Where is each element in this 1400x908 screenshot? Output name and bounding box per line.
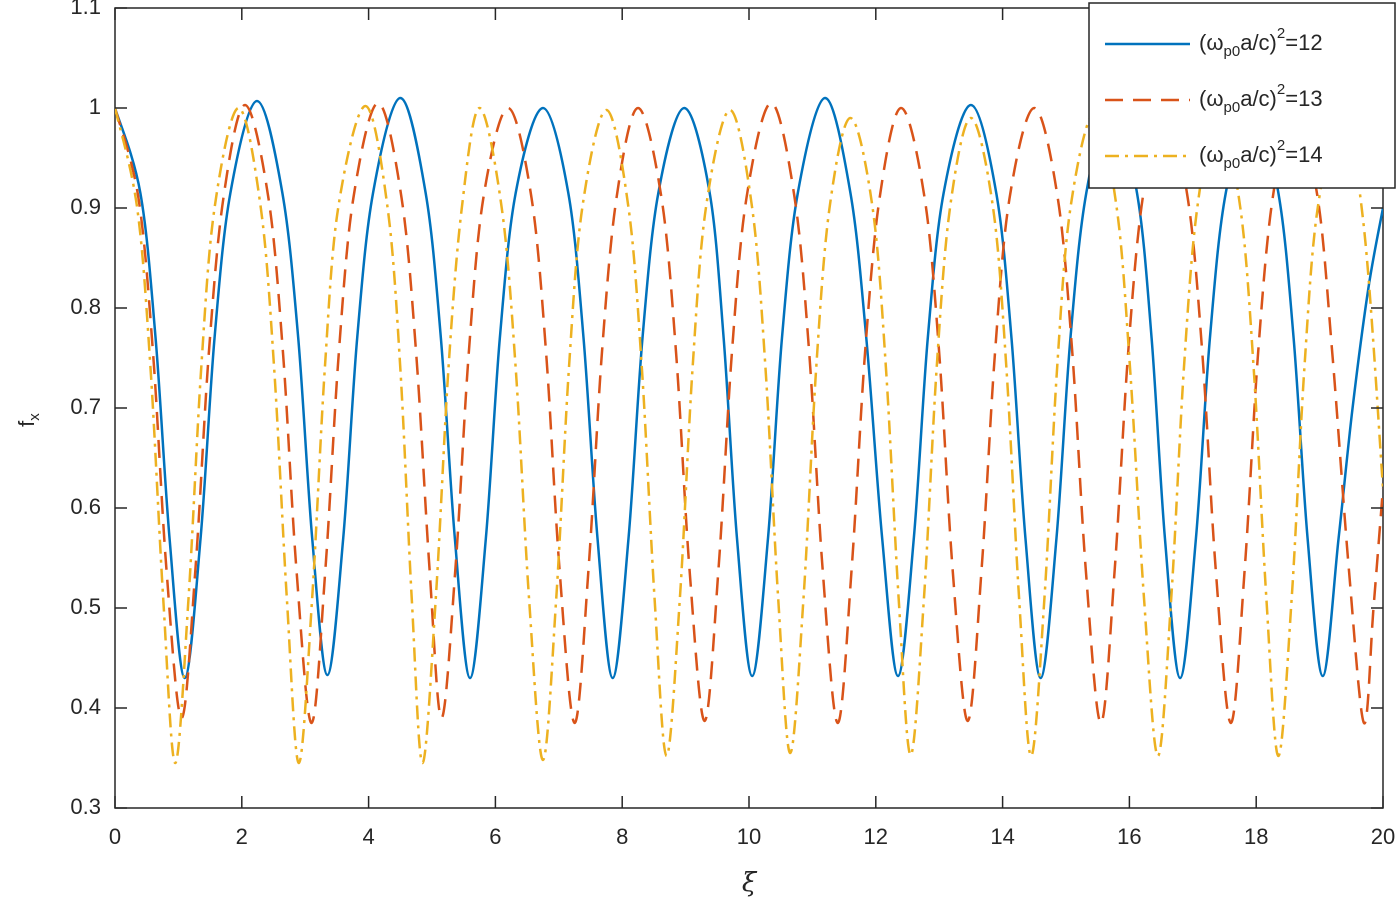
y-tick-label: 0.6: [70, 494, 101, 519]
lines: [115, 96, 1383, 765]
x-tick-label: 0: [109, 824, 121, 849]
y-tick-label: 0.5: [70, 594, 101, 619]
x-tick-label: 10: [737, 824, 761, 849]
y-tick-label: 0.7: [70, 394, 101, 419]
x-tick-label: 20: [1371, 824, 1395, 849]
x-tick-label: 4: [362, 824, 374, 849]
legend-label-mid: a/c): [1240, 86, 1277, 111]
y-axis-label: fx: [14, 413, 43, 427]
y-axis-label-sub: x: [26, 413, 43, 421]
legend-label: (ωp0a/c)2=14: [1199, 137, 1323, 172]
y-tick-label: 0.3: [70, 794, 101, 819]
series-line: [115, 101, 1383, 725]
legend-label-close: =14: [1285, 142, 1322, 167]
legend-label-open: (ω: [1199, 86, 1224, 111]
x-tick-label: 18: [1244, 824, 1268, 849]
y-tick-label: 1: [89, 94, 101, 119]
x-tick-label: 2: [236, 824, 248, 849]
series-line: [115, 104, 1383, 765]
legend-label-close: =13: [1285, 86, 1322, 111]
series-line: [115, 96, 1383, 680]
y-axis-label-base: f: [14, 420, 39, 427]
x-tick-label: 14: [990, 824, 1014, 849]
legend-label-sub: p0: [1224, 43, 1241, 60]
legend-label-mid: a/c): [1240, 30, 1277, 55]
legend-label-open: (ω: [1199, 30, 1224, 55]
y-tick-label: 0.4: [70, 694, 101, 719]
y-tick-label: 0.8: [70, 294, 101, 319]
legend-label-sup: 2: [1277, 81, 1285, 98]
y-tick-label: 0.9: [70, 194, 101, 219]
legend-label-close: =12: [1285, 30, 1322, 55]
legend-label-sup: 2: [1277, 137, 1285, 154]
x-tick-label: 12: [864, 824, 888, 849]
legend-label-sup: 2: [1277, 25, 1285, 42]
y-tick-label: 1.1: [70, 0, 101, 19]
legend-label-sub: p0: [1224, 155, 1241, 172]
x-axis-label: ξ: [742, 868, 758, 898]
legend-label-mid: a/c): [1240, 142, 1277, 167]
x-tick-label: 8: [616, 824, 628, 849]
legend-label: (ωp0a/c)2=12: [1199, 25, 1323, 60]
legend-label-sub: p0: [1224, 99, 1241, 116]
x-tick-label: 16: [1117, 824, 1141, 849]
legend-label: (ωp0a/c)2=13: [1199, 81, 1323, 116]
legend-label-open: (ω: [1199, 142, 1224, 167]
x-tick-label: 6: [489, 824, 501, 849]
